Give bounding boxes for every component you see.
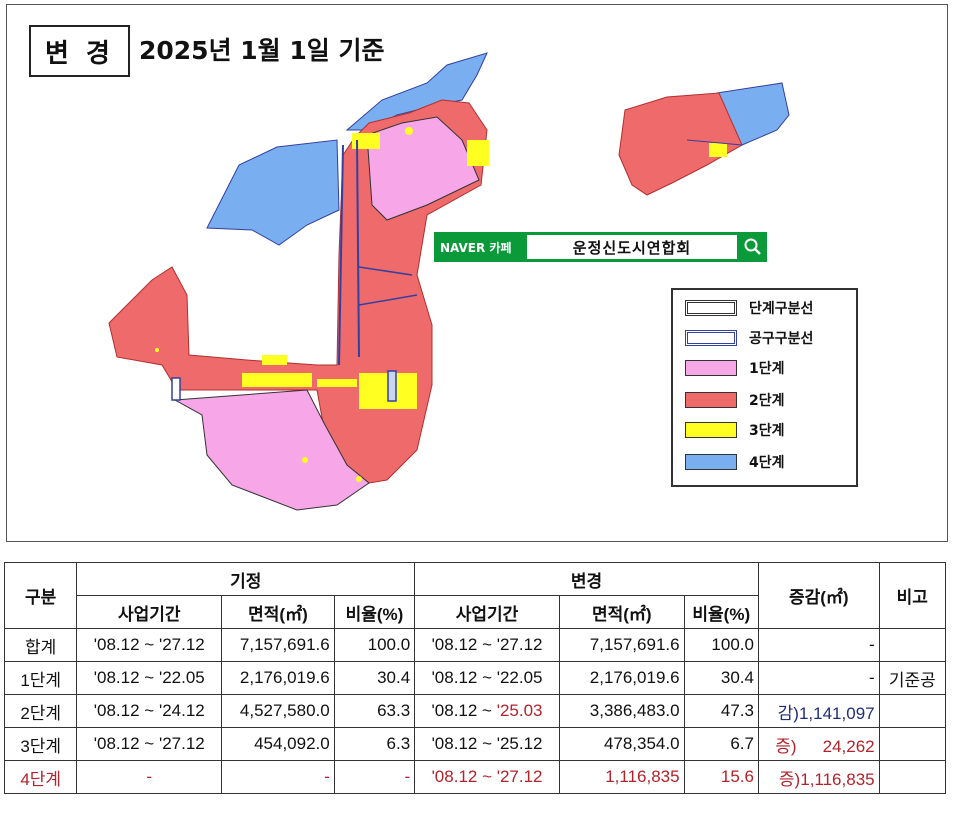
changed-ratio: 100.0 [683, 628, 759, 662]
note [878, 727, 947, 761]
naver-cafe-search-box[interactable]: 운정신도시연합회 [527, 235, 737, 259]
header-ratio: 비율(%) [683, 595, 759, 629]
note [878, 760, 947, 794]
header-period: 사업기간 [414, 595, 560, 629]
change-value: - [757, 628, 880, 662]
note [878, 694, 947, 728]
legend-swatch [685, 300, 737, 316]
legend-swatch [685, 422, 737, 438]
naver-cafe-tag: NAVER 카페 [440, 241, 512, 255]
header-category: 구분 [3, 562, 78, 629]
changed-area: 1,116,835 [558, 760, 685, 794]
row-name: 4단계 [3, 760, 78, 794]
map-legend: 단계구분선 공구구분선 1단계 2단계 3단계 4단계 [671, 288, 858, 487]
legend-swatch [685, 454, 737, 470]
legend-swatch [685, 392, 737, 408]
header-changed: 변경 [414, 562, 759, 596]
row-name: 합계 [3, 628, 78, 662]
zone-area-1-1 [173, 389, 370, 511]
original-area: 2,176,019.6 [221, 661, 335, 695]
table-header-row: 구분 기정 변경 증감(㎡) 비고 [3, 562, 947, 629]
title-badge: 변 경 [29, 25, 130, 77]
table-row: 합계 '08.12 ~ '27.12 7,157,691.6 100.0 '08… [3, 628, 947, 662]
note [878, 628, 947, 662]
original-period: - [76, 760, 223, 794]
district-map [108, 52, 790, 511]
row-name: 3단계 [3, 727, 78, 761]
table-row: 4단계 - - - '08.12 ~ '27.12 1,116,835 15.6… [3, 760, 947, 794]
search-icon[interactable] [743, 237, 763, 257]
legend-item-stage4: 4단계 [685, 452, 785, 472]
original-ratio: 6.3 [333, 727, 416, 761]
original-period: '08.12 ~ '22.05 [76, 661, 223, 695]
zone-area-4-7 [206, 139, 340, 246]
changed-ratio: 15.6 [683, 760, 759, 794]
header-area: 면적(㎡) [558, 595, 685, 629]
table-subheader-row: 사업기간 면적(㎡) 비율(%) 사업기간 면적(㎡) 비율(%) [5, 595, 946, 629]
legend-item-stage1: 1단계 [685, 358, 785, 378]
changed-period: '08.12 ~ '25.12 [414, 727, 560, 761]
table-row: 2단계 '08.12 ~ '24.12 4,527,580.0 63.3 '08… [3, 694, 947, 728]
changed-area: 478,354.0 [558, 727, 685, 761]
changed-area: 2,176,019.6 [558, 661, 685, 695]
change-value: 감)1,141,097 [757, 694, 880, 728]
row-name: 1단계 [3, 661, 78, 695]
changed-period: '08.12 ~ '22.05 [414, 661, 560, 695]
original-ratio: 30.4 [333, 661, 416, 695]
note: 기준공 [878, 661, 947, 695]
legend-item-district-line: 공구구분선 [685, 328, 813, 348]
table-row: 1단계 '08.12 ~ '22.05 2,176,019.6 30.4 '08… [3, 661, 947, 695]
changed-ratio: 30.4 [683, 661, 759, 695]
title-date: 2025년 1월 1일 기준 [139, 36, 385, 65]
legend-swatch [685, 360, 737, 376]
original-area: 7,157,691.6 [221, 628, 335, 662]
header-area: 면적(㎡) [221, 595, 335, 629]
legend-item-stage-line: 단계구분선 [685, 298, 813, 318]
legend-item-stage3: 3단계 [685, 420, 785, 440]
header-change: 증감(㎡) [757, 562, 880, 629]
legend-swatch [685, 330, 737, 346]
original-period: '08.12 ~ '27.12 [76, 727, 223, 761]
table-row: 3단계 '08.12 ~ '27.12 454,092.0 6.3 '08.12… [3, 727, 947, 761]
changed-period: '08.12 ~ '27.12 [414, 760, 560, 794]
header-original: 기정 [76, 562, 416, 596]
original-area: - [221, 760, 335, 794]
header-period: 사업기간 [76, 595, 223, 629]
changed-period: '08.12 ~ '25.03 [414, 694, 560, 728]
stage-area-table: 구분 기정 변경 증감(㎡) 비고 사업기간 면적(㎡) 비율(%) 사업기간 … [3, 562, 947, 794]
original-ratio: - [333, 760, 416, 794]
map-panel: 변 경 2025년 1월 1일 기준 NAVER 카페 운정신도시연합회 단계구… [6, 4, 948, 542]
legend-item-stage2: 2단계 [685, 390, 785, 410]
zone-area-2-6 [618, 92, 743, 196]
original-ratio: 100.0 [333, 628, 416, 662]
changed-area: 3,386,483.0 [558, 694, 685, 728]
original-area: 454,092.0 [221, 727, 335, 761]
zone-area-1-4 [366, 116, 480, 221]
naver-cafe-banner[interactable]: NAVER 카페 운정신도시연합회 [434, 232, 767, 262]
header-ratio: 비율(%) [333, 595, 416, 629]
changed-ratio: 6.7 [683, 727, 759, 761]
original-period: '08.12 ~ '27.12 [76, 628, 223, 662]
changed-ratio: 47.3 [683, 694, 759, 728]
original-period: '08.12 ~ '24.12 [76, 694, 223, 728]
original-ratio: 63.3 [333, 694, 416, 728]
changed-period: '08.12 ~ '27.12 [414, 628, 560, 662]
changed-area: 7,157,691.6 [558, 628, 685, 662]
change-value: 증) 24,262 [757, 727, 880, 761]
original-area: 4,527,580.0 [221, 694, 335, 728]
change-value: - [757, 661, 880, 695]
header-note: 비고 [878, 562, 947, 629]
row-name: 2단계 [3, 694, 78, 728]
change-value: 증)1,116,835 [757, 760, 880, 794]
